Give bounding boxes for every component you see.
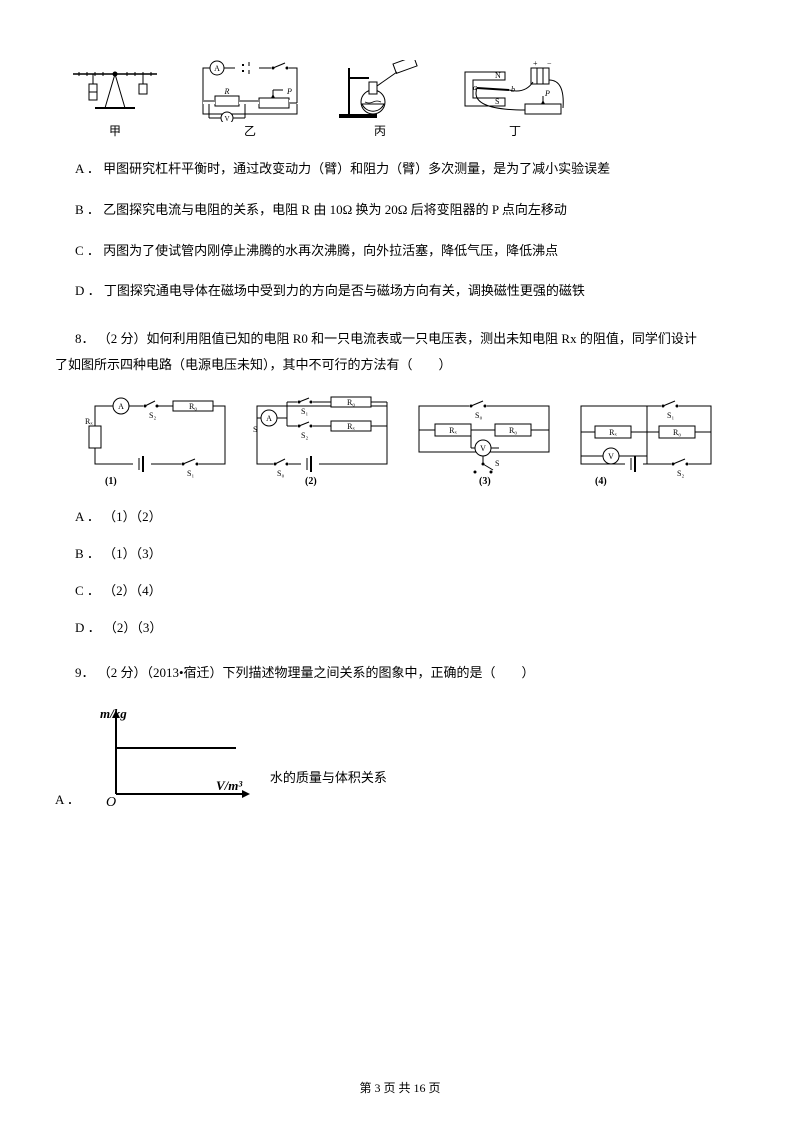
q8-circuit-row: A S₂ R₀ Rₓ S₁ (1) S₁ R₀ [85,396,745,488]
q8-stem-line2: 了如图所示四种电路（电源电压未知），其中不可行的方法有（ ） [55,352,745,378]
svg-text:O: O [106,795,116,810]
svg-text:S₀: S₀ [277,469,284,478]
svg-text:S₁: S₁ [187,469,194,478]
svg-text:S₂: S₂ [301,431,308,440]
lever-svg [65,60,165,122]
svg-text:A: A [266,414,272,423]
svg-text:S: S [495,97,499,106]
q8-circuit-2: S₁ R₀ S₂ Rₓ A S S₀ (2) [247,396,397,488]
svg-text:V: V [608,452,614,461]
figure-yi: A R V P 乙 [195,60,305,139]
svg-text:S: S [253,425,257,434]
magnet-svg: N S a b +− P [455,60,575,122]
svg-text:S₀: S₀ [475,411,482,420]
q7-option-b: B ． 乙图探究电流与电阻的关系，电阻 R 由 10Ω 换为 20Ω 后将变阻器… [75,200,745,221]
q8-option-d: D ． （2）（3） [75,617,745,636]
svg-text:S₁: S₁ [301,407,308,416]
q8-option-c: C ． （2）（4） [75,580,745,599]
q8-circuit-1: A S₂ R₀ Rₓ S₁ (1) [85,396,235,488]
svg-text:S₁: S₁ [667,411,674,420]
svg-text:(3): (3) [479,476,491,487]
figure-row-q7: 甲 A R V [55,60,745,139]
figure-ding: N S a b +− P 丁 [455,60,575,139]
figure-bing: 丙 [335,60,425,139]
q9-option-a: A ． m/kg V/m³ O 水的质量与体积关系 [55,704,745,814]
svg-text:R: R [224,87,230,96]
svg-text:P: P [544,89,550,98]
q8-option-b: B ． （1）（3） [75,543,745,562]
svg-text:R₀: R₀ [347,398,355,407]
svg-text:(1): (1) [105,476,117,487]
q9-graph-a: m/kg V/m³ O [86,704,256,814]
page-footer: 第 3 页 共 16 页 [0,1079,800,1096]
svg-text:b: b [511,85,515,94]
q7-option-a: A ． 甲图研究杠杆平衡时，通过改变动力（臂）和阻力（臂）多次测量，是为了减小实… [75,159,745,180]
svg-text:S: S [495,459,499,468]
svg-text:S₂: S₂ [677,469,684,478]
q8-circuit-4: S₁ Rₓ R₀ V S₂ (4) [571,396,721,488]
svg-text:A: A [214,64,220,73]
figure-label-jia: 甲 [109,122,121,139]
svg-text:m/kg: m/kg [100,706,127,721]
svg-text:+: + [533,60,538,68]
svg-text:S₂: S₂ [149,411,156,420]
circuit-yi-svg: A R V P [195,60,305,122]
q9-stem: 9． （2 分）（2013•宿迁）下列描述物理量之间关系的图象中，正确的是（ ） [55,660,745,686]
svg-text:R₀: R₀ [189,402,197,411]
svg-text:(2): (2) [305,476,317,487]
svg-text:R₀: R₀ [509,426,517,435]
svg-text:Rₓ: Rₓ [449,426,457,435]
svg-text:−: − [547,60,552,68]
svg-text:V: V [224,115,229,122]
svg-text:V/m³: V/m³ [216,778,243,793]
svg-text:Rₓ: Rₓ [609,428,617,437]
svg-text:V: V [480,444,486,453]
svg-text:R₀: R₀ [673,428,681,437]
svg-text:Rₓ: Rₓ [85,417,93,426]
svg-text:A: A [118,402,124,411]
figure-label-yi: 乙 [244,122,256,139]
flask-svg [335,60,425,122]
q7-option-d: D ． 丁图探究通电导体在磁场中受到力的方向是否与磁场方向有关，调换磁性更强的磁… [75,281,745,302]
svg-text:N: N [495,71,501,80]
q8-circuit-3: S₀ Rₓ R₀ V S (3) [409,396,559,488]
q8-stem-line1: 8． （2 分）如何利用阻值已知的电阻 R0 和一只电流表或一只电压表，测出未知… [55,326,745,352]
svg-text:P: P [286,87,292,96]
svg-text:(4): (4) [595,476,607,487]
q9-option-a-label: A ． [55,789,80,808]
figure-jia: 甲 [65,60,165,139]
svg-text:Rₓ: Rₓ [347,422,355,431]
figure-label-bing: 丙 [374,122,386,139]
figure-label-ding: 丁 [509,122,521,139]
q7-option-c: C ． 丙图为了使试管内刚停止沸腾的水再次沸腾，向外拉活塞，降低气压，降低沸点 [75,241,745,262]
q9-option-a-caption: 水的质量与体积关系 [270,767,387,786]
q8-option-a: A ． （1）（2） [75,506,745,525]
